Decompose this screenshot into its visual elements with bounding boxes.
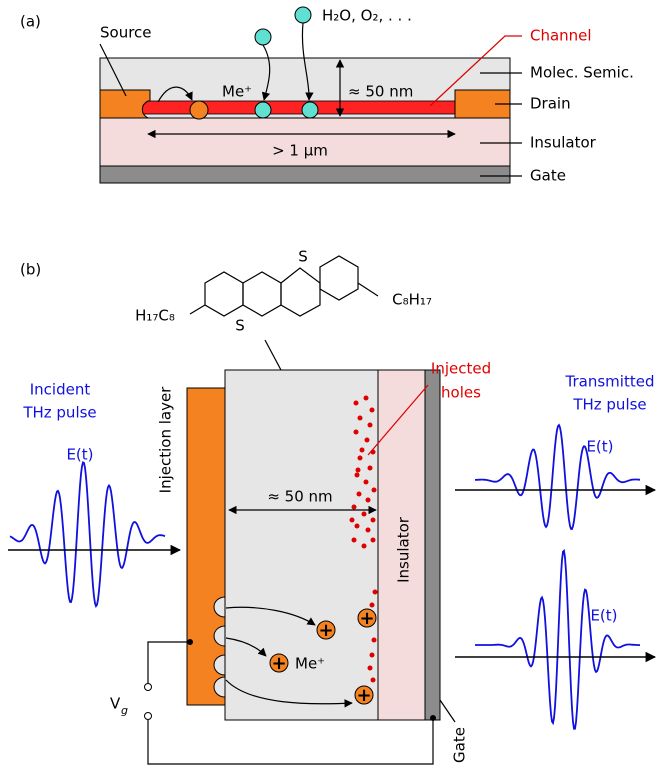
ion-label: Me⁺ bbox=[295, 655, 325, 673]
atom-label: S bbox=[235, 317, 245, 335]
terminal bbox=[145, 713, 152, 720]
hole-dot bbox=[362, 512, 367, 517]
hole-dot bbox=[371, 538, 376, 543]
molecule bbox=[255, 102, 271, 118]
terminal bbox=[145, 684, 152, 691]
hole-dot bbox=[364, 480, 369, 485]
hole-dot bbox=[370, 653, 375, 658]
hole-dot bbox=[370, 408, 375, 413]
hole-dot bbox=[370, 603, 375, 608]
junction bbox=[187, 639, 193, 645]
layer-label: Drain bbox=[530, 95, 571, 113]
layer-label: Insulator bbox=[530, 134, 597, 152]
hole-dot bbox=[368, 666, 373, 671]
figure: (a) Source Me⁺ H₂O, O₂, . . . ≈ 50 nm > … bbox=[0, 0, 660, 769]
ion-sign: + bbox=[271, 653, 286, 674]
benzene-ring bbox=[320, 256, 358, 300]
panel-label: (b) bbox=[20, 261, 41, 279]
thickness-label: ≈ 50 nm bbox=[348, 83, 413, 101]
hole-dot bbox=[371, 518, 376, 523]
hole-dot bbox=[357, 492, 362, 497]
holes-label: Injected bbox=[431, 360, 491, 378]
hole-dot bbox=[356, 468, 361, 473]
source-label: Source bbox=[100, 24, 152, 42]
benzene-ring bbox=[205, 272, 243, 316]
wire bbox=[148, 642, 190, 683]
molecule bbox=[255, 29, 271, 45]
ion bbox=[190, 101, 208, 119]
insulator-label: Insulator bbox=[395, 516, 413, 583]
hole-dot bbox=[358, 456, 363, 461]
bond bbox=[190, 305, 205, 314]
pulse-label: Incident bbox=[30, 381, 91, 399]
field-label: E(t) bbox=[586, 438, 613, 456]
hole-dot bbox=[360, 448, 365, 453]
hole-dot bbox=[368, 423, 373, 428]
waveform bbox=[475, 551, 640, 729]
hole-dot bbox=[355, 473, 360, 478]
hole-dot bbox=[372, 638, 377, 643]
ion-label: Me⁺ bbox=[222, 83, 252, 101]
channel bbox=[140, 101, 458, 114]
hole-dot bbox=[371, 678, 376, 683]
hole-dot bbox=[366, 528, 371, 533]
waveform bbox=[475, 425, 640, 529]
gate-layer bbox=[100, 166, 510, 183]
voltage-subscript: g bbox=[121, 704, 128, 717]
ion-sign: + bbox=[359, 608, 374, 629]
length-label: > 1 μm bbox=[272, 142, 328, 160]
ring bbox=[243, 272, 281, 316]
molecules-label: H₂O, O₂, . . . bbox=[322, 7, 412, 25]
hole-dot bbox=[364, 396, 369, 401]
hole-dot bbox=[366, 498, 371, 503]
pulse-label: Transmitted bbox=[565, 373, 655, 391]
hole-dot bbox=[352, 505, 357, 510]
hole-dot bbox=[365, 438, 370, 443]
wire bbox=[148, 718, 433, 764]
hole-dot bbox=[368, 466, 373, 471]
holes-label: holes bbox=[441, 384, 481, 402]
panel-label: (a) bbox=[20, 13, 41, 31]
hole-dot bbox=[373, 590, 378, 595]
hole-dot bbox=[362, 544, 367, 549]
gate-layer bbox=[425, 370, 440, 720]
page: {"panel_a": {"label": "(a)", "source": "… bbox=[0, 0, 660, 769]
channel-label: Channel bbox=[530, 27, 592, 45]
voltage-label: V bbox=[110, 695, 121, 713]
ion-sign: + bbox=[356, 685, 371, 706]
pulse-label: THz pulse bbox=[572, 396, 646, 414]
thickness-label: ≈ 50 nm bbox=[267, 488, 332, 506]
hole-dot bbox=[352, 538, 357, 543]
molecule-structure bbox=[190, 256, 378, 316]
gate-label: Gate bbox=[451, 727, 469, 763]
layer-label: Molec. Semic. bbox=[530, 64, 634, 82]
waveform bbox=[10, 462, 165, 606]
layer-label: Gate bbox=[530, 167, 566, 185]
substituent-label: H₁₇C₈ bbox=[135, 307, 175, 325]
molecule bbox=[295, 7, 311, 23]
hole-dot bbox=[350, 518, 355, 523]
field-label: E(t) bbox=[66, 446, 93, 464]
hole-dot bbox=[355, 524, 360, 529]
injection-layer-label: Injection layer bbox=[157, 386, 175, 494]
substituent-label: C₈H₁₇ bbox=[392, 291, 432, 309]
field-label: E(t) bbox=[590, 607, 617, 625]
hole-dot bbox=[372, 488, 377, 493]
bond bbox=[358, 283, 378, 296]
leader-line bbox=[440, 700, 455, 722]
hole-dot bbox=[354, 401, 359, 406]
ring bbox=[281, 268, 320, 316]
junction bbox=[430, 715, 436, 721]
pulse-label: THz pulse bbox=[22, 404, 96, 422]
atom-label: S bbox=[298, 248, 308, 266]
ion-sign: + bbox=[318, 620, 333, 641]
hole-dot bbox=[358, 416, 363, 421]
molecule bbox=[302, 102, 318, 118]
hole-dot bbox=[354, 430, 359, 435]
